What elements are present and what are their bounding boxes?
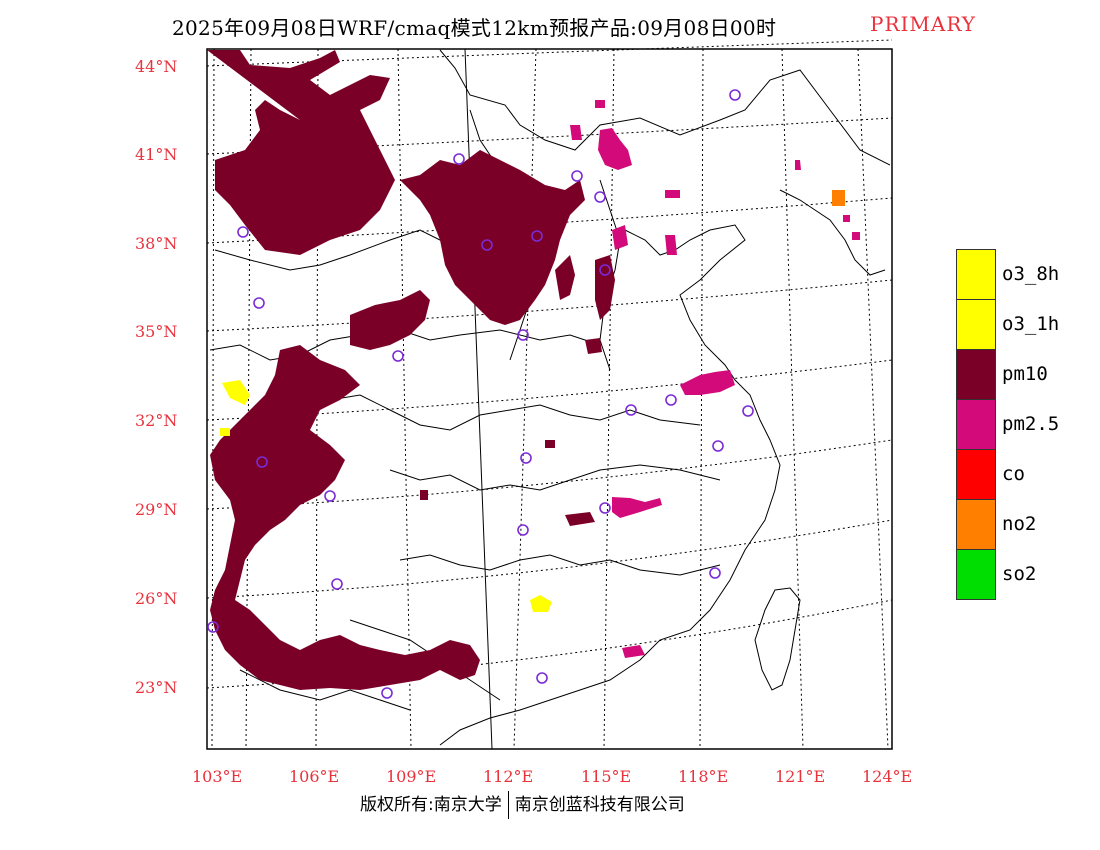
- station-markers: [207, 89, 754, 699]
- lat-label: 26°N: [135, 589, 177, 608]
- pm25-regions: [570, 100, 860, 658]
- lat-label: 35°N: [135, 322, 177, 341]
- lat-label: 41°N: [135, 145, 177, 164]
- lon-label: 118°E: [678, 767, 728, 786]
- lon-label: 106°E: [289, 767, 339, 786]
- legend-label: o3_1h: [1002, 313, 1060, 335]
- legend-label: co: [1002, 463, 1025, 485]
- legend-item-so2: so2: [956, 549, 1086, 600]
- primary-tag: PRIMARY: [870, 12, 976, 36]
- legend-item-o3-1h: o3_1h: [956, 299, 1086, 350]
- lon-label: 115°E: [581, 767, 631, 786]
- legend-swatch: [956, 549, 996, 600]
- lon-label: 109°E: [386, 767, 436, 786]
- lon-label: 112°E: [483, 767, 533, 786]
- legend-swatch: [956, 249, 996, 300]
- legend-label: pm2.5: [1002, 413, 1060, 435]
- legend-item-pm25: pm2.5: [956, 399, 1086, 450]
- legend-swatch: [956, 349, 996, 400]
- lon-label: 121°E: [775, 767, 825, 786]
- lat-label: 32°N: [135, 411, 177, 430]
- legend-swatch: [956, 499, 996, 550]
- lat-labels: 44°N 41°N 38°N 35°N 32°N 29°N 26°N 23°N: [135, 57, 177, 697]
- lat-label: 38°N: [135, 234, 177, 253]
- no2-regions: [832, 190, 845, 206]
- copyright-footer: 版权所有:南京大学 南京创蓝科技有限公司: [360, 790, 685, 819]
- o3-regions: [220, 380, 552, 612]
- legend-item-o3-8h: o3_8h: [956, 249, 1086, 300]
- legend-label: o3_8h: [1002, 263, 1060, 285]
- legend-label: pm10: [1002, 363, 1048, 385]
- lon-label: 124°E: [862, 767, 912, 786]
- lon-label: 103°E: [192, 767, 242, 786]
- legend-item-co: co: [956, 449, 1086, 500]
- footer-divider: [507, 791, 509, 819]
- lat-label: 44°N: [135, 57, 177, 76]
- legend-swatch: [956, 449, 996, 500]
- title-bar: 2025年09月08日WRF/cmaq模式12km预报产品:09月08日00时 …: [0, 12, 1100, 42]
- lat-label: 23°N: [135, 678, 177, 697]
- legend-swatch: [956, 399, 996, 450]
- legend-item-pm10: pm10: [956, 349, 1086, 400]
- lat-label: 29°N: [135, 500, 177, 519]
- legend-swatch: [956, 299, 996, 350]
- lon-labels: 103°E 106°E 109°E 112°E 115°E 118°E 121°…: [192, 767, 912, 786]
- copyright-right: 南京创蓝科技有限公司: [514, 795, 685, 815]
- pollutant-legend: o3_8h o3_1h pm10 pm2.5 co no2 so2: [956, 249, 1086, 600]
- legend-label: so2: [1002, 563, 1037, 585]
- legend-item-no2: no2: [956, 499, 1086, 550]
- legend-label: no2: [1002, 513, 1037, 535]
- map-title: 2025年09月08日WRF/cmaq模式12km预报产品:09月08日00时: [172, 16, 777, 40]
- copyright-left: 版权所有:南京大学: [360, 795, 502, 815]
